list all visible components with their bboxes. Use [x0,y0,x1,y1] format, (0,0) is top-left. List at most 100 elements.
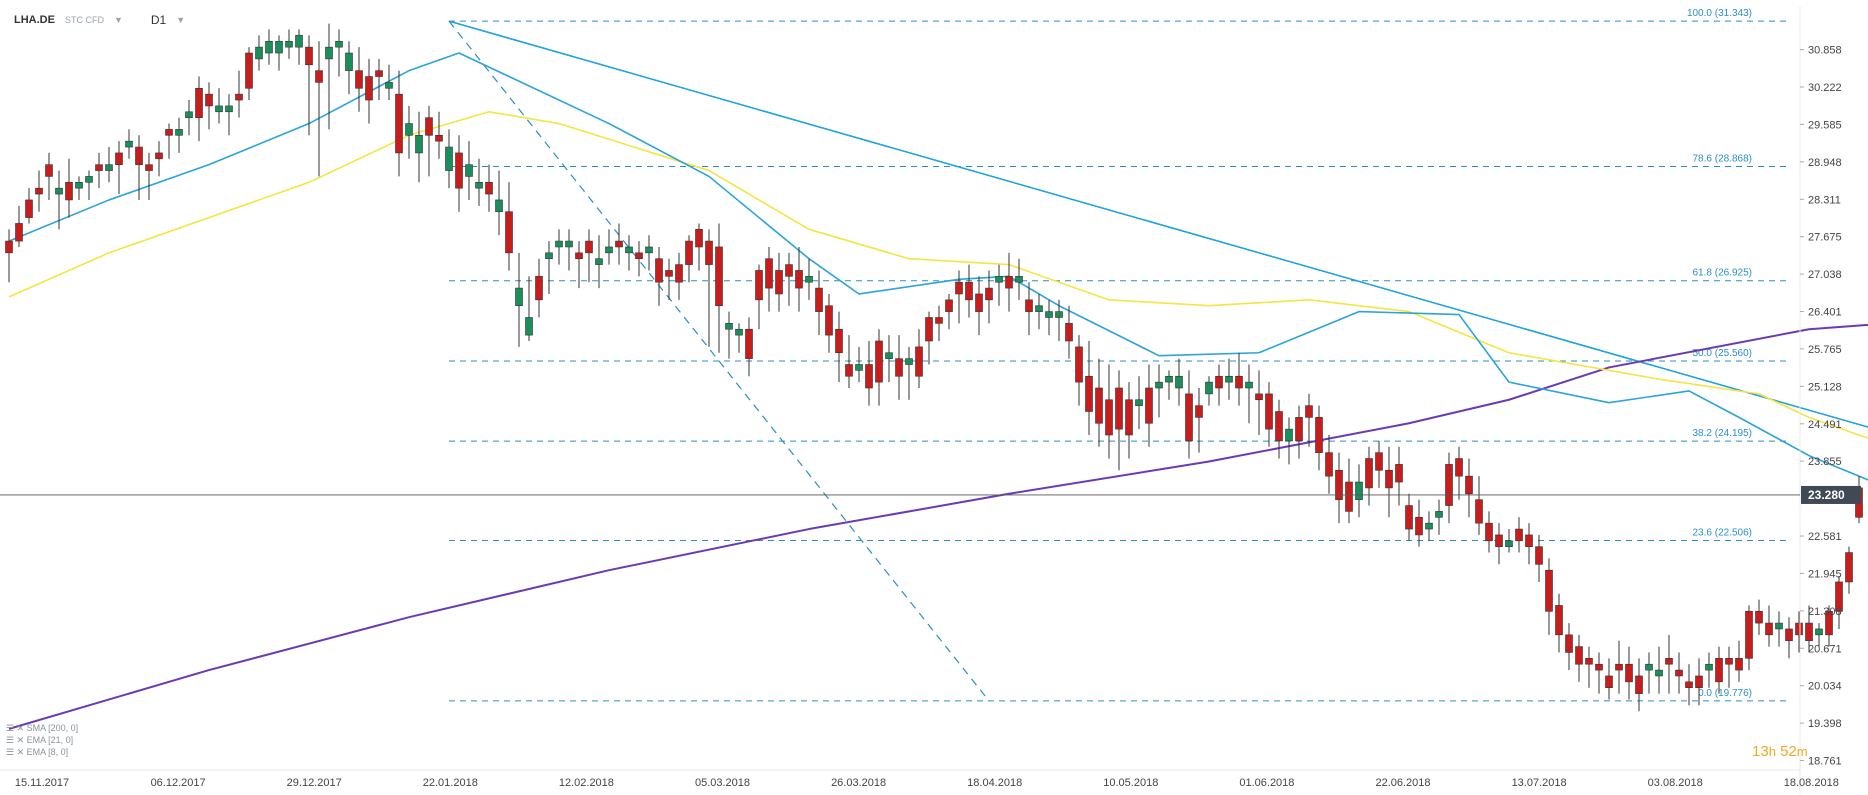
candle-down [5,240,13,254]
candle-up [265,40,273,54]
x-tick-label: 03.08.2018 [1648,777,1703,789]
fibonacci-retracement[interactable]: 100.0 (31.343) 78.6 (28.868) 61.8 (26.925)… [449,8,1790,702]
x-tick-label: 22.01.2018 [423,777,478,789]
candle-down [1635,675,1643,694]
x-tick-label: 13.07.2018 [1512,777,1567,789]
y-tick-label: 27.038 [1808,269,1842,281]
y-tick-label: 21.945 [1808,568,1842,580]
y-tick-label: 22.581 [1808,531,1842,543]
trend-lines[interactable] [448,20,1868,702]
candle-down [165,129,173,136]
candle-down [145,164,153,171]
candle-up [1435,511,1443,518]
candle-down [1065,323,1073,342]
candle-down [205,93,213,107]
candle-down [375,70,383,77]
legend-label: EMA [8, 0] [26,747,69,757]
candle-down [435,134,443,142]
candle-up [295,35,303,48]
y-tick-label: 23.855 [1808,456,1842,468]
candle-down [1265,393,1273,430]
chevron-down-icon[interactable]: ▼ [176,15,186,25]
candle-down [505,211,513,254]
candle-up [525,317,533,336]
candle-down [35,187,43,195]
candle-down [945,299,953,312]
candle-down [1145,387,1153,424]
candle-up [85,176,93,183]
candle-down [755,270,763,301]
candle-down [1835,581,1843,612]
close-icon[interactable]: ✕ [16,723,25,733]
legend-item-ema8[interactable]: ☰ ✕ EMA [8, 0] [6,746,78,758]
candle-down [655,258,663,283]
close-icon[interactable]: ✕ [16,735,25,745]
candle-down [1095,387,1103,424]
candle-up [345,52,353,71]
x-tick-label: 06.12.2017 [151,777,206,789]
candle-down [1755,611,1763,624]
current-price-box [1801,485,1861,504]
menu-icon[interactable]: ☰ [6,723,15,733]
candle-down [835,328,843,354]
candle-down [1765,622,1773,636]
candle-up [515,287,523,307]
candle-down [1085,375,1093,412]
candle-down [955,281,963,295]
candle-up [605,246,613,254]
candle-down [1685,681,1693,689]
candle-down [1825,611,1833,636]
moving-averages [8,52,1868,730]
candle-down [1195,405,1203,418]
candle-up [595,258,603,265]
legend-item-ema21[interactable]: ☰ ✕ EMA [21, 0] [6,734,78,746]
instrument-type-label: STC CFD [64,15,104,25]
candle-down [315,70,323,83]
chevron-down-icon[interactable]: ▼ [113,15,123,25]
candle-up [1655,669,1663,677]
y-tick-label: 25.128 [1808,381,1842,393]
candle-up [1245,381,1253,389]
legend-item-sma200[interactable]: ☰ ✕ SMA [200, 0] [6,722,78,734]
candle-down [975,293,983,312]
countdown-hours: 13 [1752,743,1769,760]
candle-down [1215,375,1223,389]
candle-down [1475,499,1483,524]
candle-down [1105,399,1113,436]
candle-down [1325,452,1333,477]
close-icon[interactable]: ✕ [16,747,25,757]
x-tick-label: 29.12.2017 [287,777,342,789]
y-tick-label: 29.585 [1808,119,1842,131]
candle-up [125,140,133,148]
candle-down [585,240,593,254]
menu-icon[interactable]: ☰ [6,735,15,745]
candle-up [1505,540,1513,547]
candle-up [1705,663,1713,671]
candle-down [1125,399,1133,436]
candle-up [1425,522,1433,530]
candle-down [715,246,723,307]
candle-down [1495,534,1503,547]
candle-down [685,240,693,265]
x-tick-label: 18.08.2018 [1784,777,1839,789]
candle-up [1175,375,1183,389]
candle-up [475,182,483,189]
y-tick-label: 24.491 [1808,419,1842,431]
candle-down [1605,675,1613,689]
x-tick-label: 10.05.2018 [1103,777,1158,789]
candle-up [75,182,83,189]
current-price-marker: 23.280 [0,485,1861,504]
candle-down [95,164,103,171]
candle-down [1415,516,1423,536]
menu-icon[interactable]: ☰ [6,747,15,757]
candle-down [1465,475,1473,495]
candle-down [1405,505,1413,530]
timeframe-selector[interactable]: D1 [150,13,167,27]
candle-up [185,111,193,118]
candle-up [275,40,283,54]
candle-down [1695,675,1703,689]
candle-down [815,287,823,312]
candle-up [1645,663,1653,671]
candle-down [1395,464,1403,483]
